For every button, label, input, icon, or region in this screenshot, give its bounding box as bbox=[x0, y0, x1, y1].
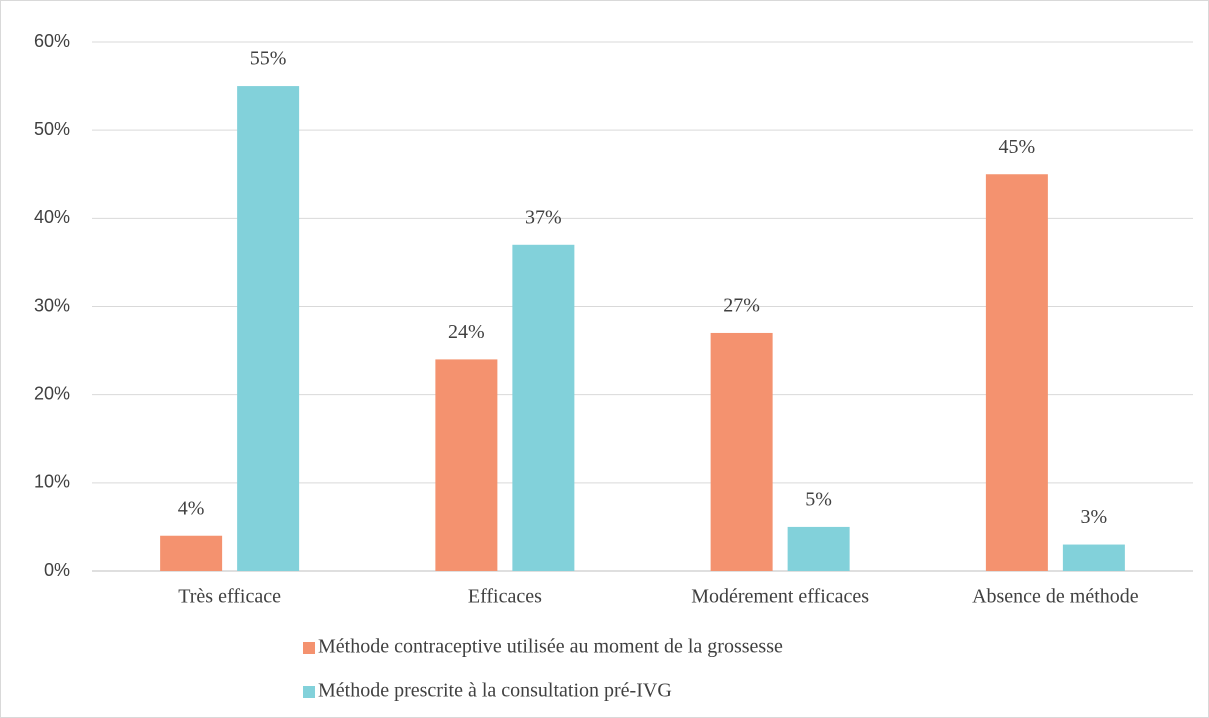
y-tick-label: 60% bbox=[34, 31, 70, 51]
value-label: 55% bbox=[250, 48, 287, 70]
value-label: 4% bbox=[178, 497, 205, 519]
y-tick-label: 50% bbox=[34, 119, 70, 139]
bar bbox=[787, 526, 850, 571]
x-tick-label: Absence de méthode bbox=[972, 586, 1139, 608]
value-label: 27% bbox=[723, 295, 760, 317]
x-tick-label: Efficaces bbox=[468, 586, 542, 608]
y-tick-label: 0% bbox=[44, 560, 70, 580]
x-tick-label: Très efficace bbox=[178, 586, 281, 608]
bar bbox=[710, 332, 773, 571]
x-tick-label: Modérement efficaces bbox=[691, 586, 869, 608]
value-label: 37% bbox=[525, 206, 562, 228]
legend-label: Méthode prescrite à la consultation pré-… bbox=[318, 680, 672, 702]
value-label: 3% bbox=[1081, 506, 1108, 528]
bar bbox=[985, 174, 1048, 571]
value-label: 5% bbox=[805, 489, 832, 511]
value-label: 45% bbox=[999, 136, 1036, 158]
bar bbox=[512, 244, 575, 572]
y-tick-label: 40% bbox=[34, 207, 70, 227]
value-label: 24% bbox=[448, 321, 485, 343]
bar bbox=[1062, 544, 1125, 571]
legend-swatch bbox=[303, 642, 315, 654]
bar bbox=[237, 86, 300, 571]
legend-label: Méthode contraceptive utilisée au moment… bbox=[318, 636, 783, 658]
legend-swatch bbox=[303, 686, 315, 698]
bar bbox=[160, 535, 223, 571]
y-tick-label: 20% bbox=[34, 383, 70, 403]
y-tick-label: 10% bbox=[34, 472, 70, 492]
bar bbox=[435, 359, 498, 571]
y-tick-label: 30% bbox=[34, 295, 70, 315]
